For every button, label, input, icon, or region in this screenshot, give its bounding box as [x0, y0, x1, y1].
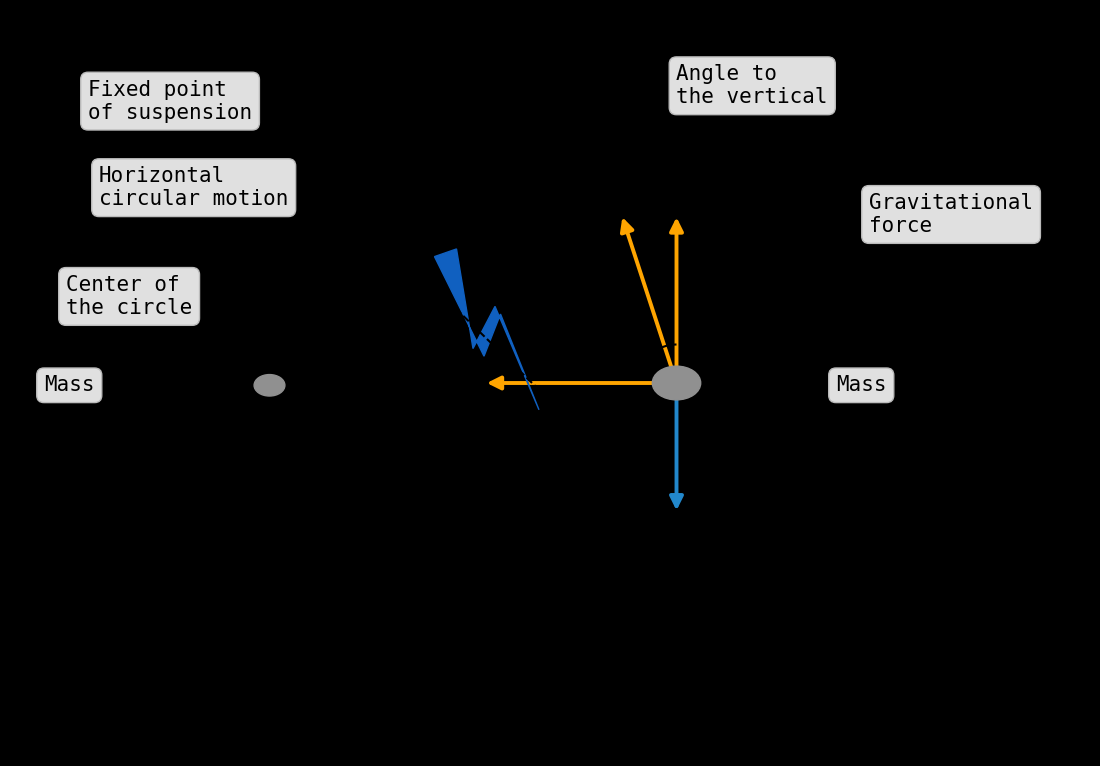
- Text: Mass: Mass: [44, 375, 95, 395]
- Text: Center of
the circle: Center of the circle: [66, 275, 192, 318]
- Circle shape: [652, 366, 701, 400]
- Circle shape: [254, 375, 285, 396]
- Text: Gravitational
force: Gravitational force: [869, 193, 1033, 236]
- Text: Horizontal
circular motion: Horizontal circular motion: [99, 166, 288, 209]
- Text: Angle to
the vertical: Angle to the vertical: [676, 64, 828, 107]
- Polygon shape: [434, 249, 539, 410]
- Text: Mass: Mass: [836, 375, 887, 395]
- Text: Fixed point
of suspension: Fixed point of suspension: [88, 80, 252, 123]
